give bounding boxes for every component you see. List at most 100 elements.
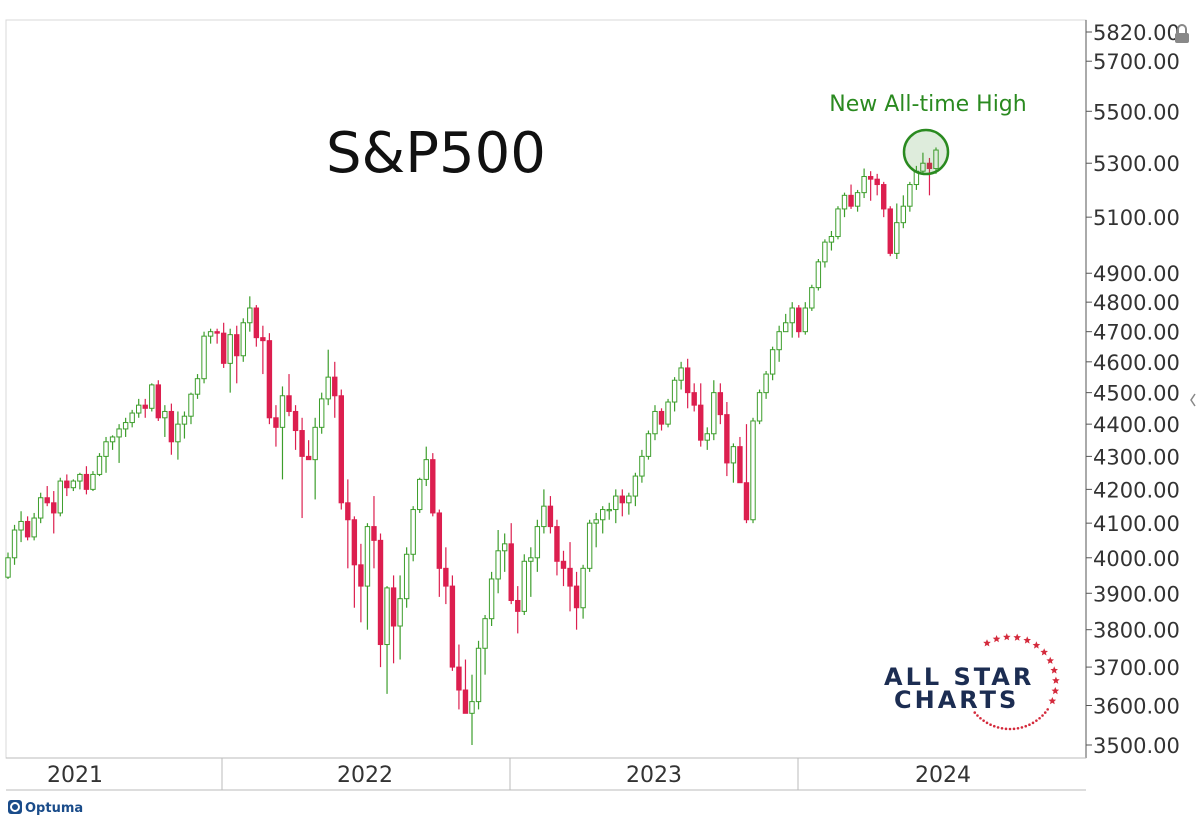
- candle: [495, 530, 501, 594]
- candle: [737, 436, 743, 484]
- candles: [5, 147, 939, 745]
- candle: [469, 674, 475, 745]
- candle: [109, 435, 116, 450]
- y-tick-label: 5820.00: [1093, 21, 1180, 45]
- logo-star: [1048, 697, 1057, 705]
- candle: [547, 496, 554, 534]
- candle: [619, 489, 626, 517]
- candle: [900, 195, 907, 229]
- chart-title: S&P500: [326, 121, 546, 186]
- candle: [920, 152, 926, 174]
- candle: [750, 417, 756, 524]
- logo-star: [1046, 656, 1054, 664]
- candle: [926, 157, 933, 196]
- y-tick-label: 3800.00: [1093, 619, 1180, 643]
- candle: [796, 305, 802, 338]
- y-tick-label: 5500.00: [1093, 100, 1180, 124]
- logo-dot: [1004, 727, 1008, 731]
- candle: [626, 492, 632, 515]
- annotation: New All-time High: [829, 92, 1027, 176]
- y-tick-label: 4900.00: [1093, 262, 1180, 286]
- candle: [397, 575, 403, 660]
- candle: [214, 328, 220, 344]
- candle: [149, 383, 155, 412]
- y-axis: 5820.00 5700.00 5500.00 5300.00 5100.00 4900.…: [1085, 20, 1180, 758]
- candle: [64, 474, 70, 497]
- candle: [201, 331, 207, 384]
- logo-dot: [1041, 714, 1044, 717]
- candle: [364, 523, 371, 630]
- logo-dot: [973, 711, 977, 714]
- logo-dot: [992, 724, 996, 728]
- logo-star: [1051, 687, 1060, 695]
- x-tick-label: 2023: [626, 763, 682, 788]
- logo-dot: [1012, 727, 1016, 731]
- logo-dot: [1024, 724, 1028, 728]
- candle: [782, 313, 789, 333]
- candle: [194, 374, 201, 399]
- candle: [822, 239, 828, 268]
- candle: [24, 516, 31, 541]
- candle: [253, 305, 260, 347]
- candle: [724, 402, 730, 477]
- logo-star: [1013, 633, 1021, 641]
- candle: [286, 374, 292, 417]
- candle: [580, 564, 586, 619]
- candle: [168, 403, 175, 455]
- candle: [809, 284, 815, 311]
- x-axis: 2021 2022 2023 2024: [6, 757, 1086, 791]
- x-tick-label: 2024: [915, 763, 971, 788]
- y-tick-label: 4400.00: [1093, 413, 1180, 437]
- collapse-arrow-icon[interactable]: [1184, 388, 1200, 412]
- candle: [371, 496, 377, 569]
- y-tick-label: 5100.00: [1093, 206, 1180, 230]
- candle: [279, 386, 286, 480]
- candle: [188, 392, 194, 425]
- candle: [874, 173, 880, 196]
- logo-dot: [1020, 726, 1024, 729]
- candle: [828, 230, 835, 251]
- candle: [730, 443, 737, 483]
- y-tick-label: 4100.00: [1093, 512, 1180, 536]
- optuma-brand: Optuma: [8, 800, 83, 816]
- lock-icon[interactable]: [1175, 24, 1189, 43]
- candle: [77, 472, 83, 490]
- candle: [175, 411, 181, 460]
- candle: [417, 477, 423, 513]
- logo-star: [1003, 633, 1011, 641]
- annotation-text: New All-time High: [829, 92, 1026, 117]
- logo-dot: [985, 721, 989, 725]
- candle: [96, 453, 103, 477]
- candle: [815, 259, 822, 291]
- candle: [358, 543, 364, 623]
- candle: [142, 398, 148, 418]
- candle: [122, 417, 129, 437]
- y-tick-label: 5300.00: [1093, 152, 1180, 176]
- logo-star: [1023, 636, 1031, 644]
- logo-dot: [989, 723, 992, 726]
- logo-star: [992, 635, 1001, 643]
- candle: [861, 168, 867, 199]
- candle: [332, 361, 338, 418]
- candle: [299, 417, 305, 519]
- candle: [266, 333, 273, 425]
- logo-stars: [973, 633, 1060, 731]
- candle: [227, 328, 233, 393]
- candle: [482, 615, 488, 675]
- optuma-logo-icon: [8, 800, 22, 814]
- candle: [292, 405, 299, 450]
- logo-dot: [1008, 727, 1012, 731]
- logo-dot: [1016, 727, 1020, 730]
- candle: [273, 405, 279, 447]
- candle: [305, 440, 312, 461]
- candle: [423, 446, 429, 487]
- candle: [18, 511, 24, 543]
- candle: [907, 181, 913, 212]
- y-tick-label: 3600.00: [1093, 695, 1180, 719]
- candle: [83, 466, 90, 495]
- candle: [443, 547, 449, 605]
- candle: [234, 325, 240, 384]
- logo-star: [1032, 641, 1041, 649]
- candle: [488, 571, 495, 627]
- candle: [515, 586, 521, 634]
